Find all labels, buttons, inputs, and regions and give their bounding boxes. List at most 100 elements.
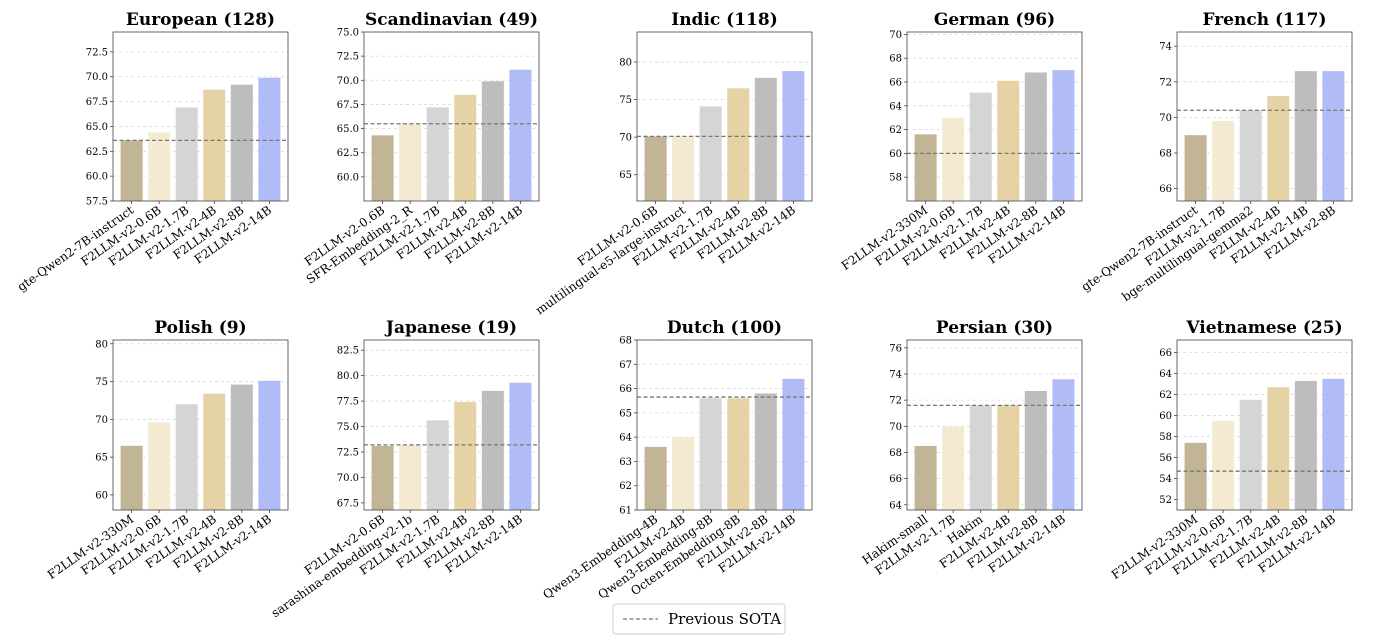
y-tick-label: 58 bbox=[1159, 432, 1172, 443]
bar bbox=[1294, 71, 1317, 201]
y-tick-label: 65 bbox=[619, 408, 632, 419]
bar bbox=[782, 378, 805, 510]
bar bbox=[1212, 120, 1235, 201]
bar bbox=[1322, 71, 1345, 201]
y-tick-label: 66 bbox=[619, 384, 632, 395]
y-tick-label: 70 bbox=[1159, 113, 1172, 124]
bar bbox=[672, 136, 695, 201]
y-tick-label: 72.5 bbox=[337, 447, 359, 458]
y-tick-label: 67.5 bbox=[337, 100, 359, 111]
bar bbox=[1212, 420, 1235, 510]
y-tick-label: 65.0 bbox=[86, 122, 108, 133]
bar bbox=[1024, 72, 1047, 202]
y-tick-label: 61 bbox=[619, 506, 632, 517]
y-tick-label: 60.0 bbox=[337, 172, 359, 183]
bar bbox=[969, 405, 992, 510]
y-tick-label: 72.5 bbox=[86, 47, 108, 58]
bar bbox=[1052, 379, 1075, 510]
panel-4: French (117)6668707274gte-Qwen2-7B-instr… bbox=[1079, 10, 1353, 304]
bar bbox=[1024, 391, 1047, 510]
y-tick-label: 70 bbox=[619, 133, 632, 144]
panel-8: Persian (30)64666870727476Hakim-smallF2L… bbox=[860, 318, 1083, 578]
y-tick-label: 75.0 bbox=[337, 28, 359, 39]
panel-2: Indic (118)65707580F2LLM-v2-0.6Bmultilin… bbox=[533, 10, 813, 317]
bar bbox=[914, 134, 937, 201]
bar bbox=[258, 380, 281, 510]
y-tick-label: 70 bbox=[889, 422, 902, 433]
bar bbox=[454, 402, 477, 510]
panel-9: Vietnamese (25)5254565860626466F2LLM-v2-… bbox=[1109, 318, 1353, 582]
bar bbox=[727, 88, 750, 201]
y-tick-label: 82.5 bbox=[337, 346, 359, 357]
y-tick-label: 74 bbox=[1159, 42, 1172, 53]
y-tick-label: 70.0 bbox=[86, 72, 108, 83]
y-tick-label: 68 bbox=[889, 54, 902, 65]
bar bbox=[914, 445, 937, 510]
y-tick-label: 60.0 bbox=[86, 172, 108, 183]
panel-5: Polish (9)6065707580F2LLM-v2-330MF2LLM-v… bbox=[45, 318, 289, 582]
panel-3: German (96)58606264666870F2LLM-v2-330MF2… bbox=[839, 10, 1083, 273]
y-tick-label: 75 bbox=[95, 377, 108, 388]
x-tick-label: sarashina-embedding-v2-1b bbox=[269, 512, 415, 620]
y-tick-label: 76 bbox=[889, 343, 902, 354]
y-tick-label: 68 bbox=[1159, 148, 1172, 159]
bar bbox=[672, 437, 695, 510]
bar bbox=[509, 382, 532, 510]
y-tick-label: 64 bbox=[889, 500, 902, 511]
y-tick-label: 75.0 bbox=[337, 422, 359, 433]
y-tick-label: 66 bbox=[889, 77, 902, 88]
y-tick-label: 80.0 bbox=[337, 371, 359, 382]
y-tick-label: 70 bbox=[95, 415, 108, 426]
y-tick-label: 56 bbox=[1159, 453, 1172, 464]
bar bbox=[1294, 380, 1317, 510]
bar bbox=[426, 107, 449, 201]
y-tick-label: 52 bbox=[1159, 495, 1172, 506]
plot-frame bbox=[636, 31, 813, 202]
bar bbox=[1267, 96, 1290, 201]
y-tick-label: 62 bbox=[1159, 390, 1172, 401]
panel-title: Polish (9) bbox=[154, 318, 246, 338]
bar bbox=[1184, 135, 1207, 201]
plot-frame bbox=[112, 339, 289, 511]
y-tick-label: 66 bbox=[1159, 184, 1172, 195]
y-tick-label: 67.5 bbox=[86, 97, 108, 108]
y-tick-label: 68 bbox=[619, 336, 632, 347]
y-tick-label: 70.0 bbox=[337, 473, 359, 484]
y-tick-label: 66 bbox=[1159, 348, 1172, 359]
bar bbox=[942, 426, 965, 510]
bar bbox=[1239, 399, 1262, 510]
bar bbox=[371, 135, 394, 201]
bar bbox=[1267, 387, 1290, 510]
panel-1: Scandinavian (49) 60.0 62.5 65.0 67.5 70.0 72.… bbox=[302, 10, 540, 287]
bar bbox=[399, 123, 422, 201]
plot-frame bbox=[1176, 31, 1353, 202]
bar bbox=[120, 140, 143, 201]
bar bbox=[997, 405, 1020, 510]
y-tick-label: 74 bbox=[889, 370, 902, 381]
bar bbox=[426, 420, 449, 510]
plot-frame bbox=[636, 339, 813, 511]
y-tick-label: 63 bbox=[619, 457, 632, 468]
y-tick-label: 64 bbox=[1159, 369, 1172, 380]
bar bbox=[1184, 442, 1207, 510]
y-tick-label: 67 bbox=[619, 360, 632, 371]
y-tick-label: 60 bbox=[1159, 411, 1172, 422]
y-tick-label: 62.5 bbox=[86, 147, 108, 158]
plot-frame bbox=[906, 339, 1083, 511]
bar bbox=[148, 132, 171, 201]
y-tick-label: 68 bbox=[889, 448, 902, 459]
bar bbox=[997, 80, 1020, 201]
y-tick-label: 62.5 bbox=[337, 148, 359, 159]
y-tick-label: 67.5 bbox=[337, 498, 359, 509]
bar bbox=[644, 446, 667, 510]
plot-frame bbox=[1176, 339, 1353, 511]
bar bbox=[754, 393, 777, 510]
y-tick-label: 80 bbox=[95, 339, 108, 350]
y-tick-label: 72 bbox=[889, 396, 902, 407]
y-tick-label: 80 bbox=[619, 58, 632, 69]
bar bbox=[754, 77, 777, 201]
panel-title: Japanese (19) bbox=[384, 318, 517, 338]
legend-label: Previous SOTA bbox=[668, 610, 781, 628]
bar bbox=[644, 136, 667, 201]
